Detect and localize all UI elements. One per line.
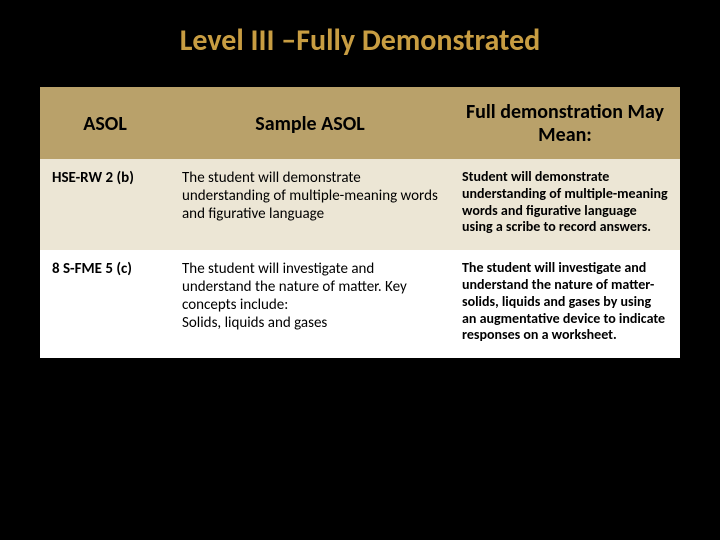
cell-demo: The student will investigate and underst… <box>450 250 680 358</box>
cell-code: 8 S-FME 5 (c) <box>40 250 170 358</box>
cell-code: HSE-RW 2 (b) <box>40 159 170 250</box>
col-header-asol: ASOL <box>40 87 170 159</box>
cell-demo: Student will demonstrate understanding o… <box>450 159 680 250</box>
table-row: HSE-RW 2 (b) The student will demonstrat… <box>40 159 680 250</box>
col-header-demo: Full demonstration May Mean: <box>450 87 680 159</box>
cell-sample: The student will demonstrate understandi… <box>170 159 450 250</box>
page-title: Level III –Fully Demonstrated <box>0 0 720 87</box>
col-header-sample: Sample ASOL <box>170 87 450 159</box>
table-row: 8 S-FME 5 (c) The student will investiga… <box>40 250 680 358</box>
table-header-row: ASOL Sample ASOL Full demonstration May … <box>40 87 680 159</box>
cell-sample: The student will investigate and underst… <box>170 250 450 358</box>
asol-table: ASOL Sample ASOL Full demonstration May … <box>40 87 680 358</box>
